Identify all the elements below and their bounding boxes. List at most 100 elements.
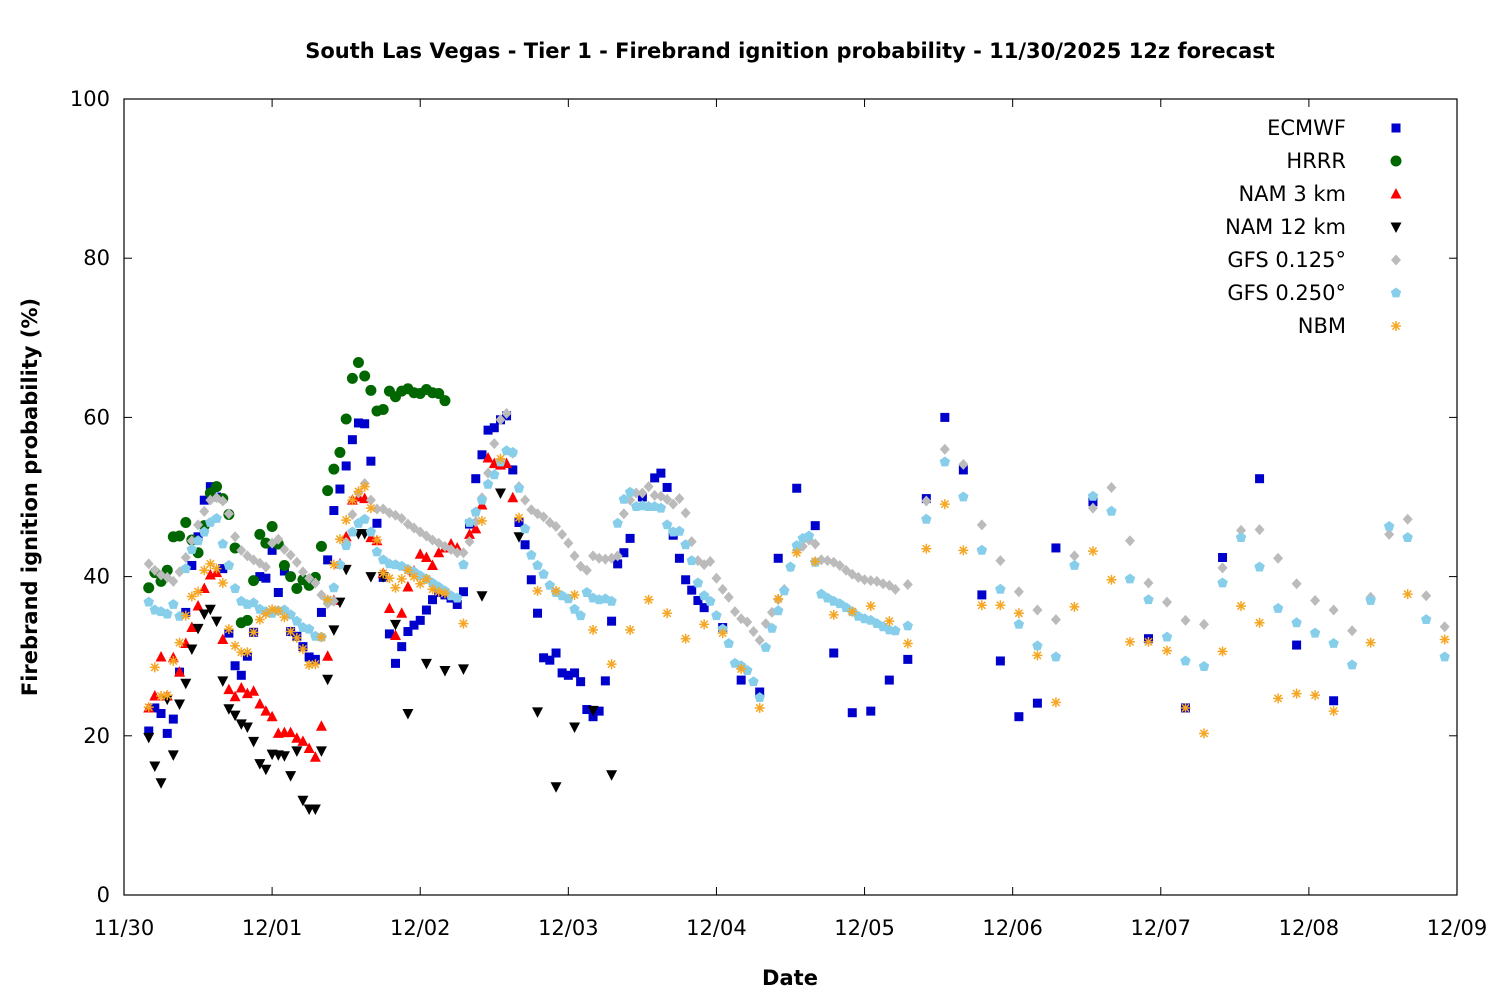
data-point	[420, 658, 432, 670]
legend-marker	[1390, 222, 1402, 233]
data-point	[866, 706, 876, 716]
x-tick-label: 12/08	[1279, 916, 1340, 940]
data-point	[433, 586, 444, 597]
data-point	[1254, 617, 1265, 628]
data-point	[180, 678, 192, 690]
data-point	[409, 620, 419, 630]
data-point	[402, 565, 413, 576]
data-point	[439, 588, 450, 599]
data-point	[193, 586, 204, 597]
data-point	[396, 512, 407, 524]
data-point	[458, 559, 469, 570]
data-point	[192, 535, 204, 546]
data-point	[680, 507, 691, 519]
data-point	[291, 583, 303, 595]
x-tick-label: 12/01	[242, 916, 303, 940]
data-point	[1439, 621, 1450, 633]
data-point	[433, 546, 445, 558]
data-point	[161, 564, 173, 576]
data-point	[674, 493, 685, 505]
data-point	[347, 526, 358, 537]
data-point	[168, 599, 179, 609]
data-point	[1050, 651, 1062, 662]
data-point	[211, 513, 222, 523]
data-point	[1421, 614, 1432, 624]
data-point	[180, 610, 191, 621]
data-point	[359, 513, 370, 524]
data-point	[569, 722, 581, 734]
data-point	[1365, 637, 1376, 648]
data-point	[402, 709, 414, 720]
data-point	[315, 540, 327, 552]
data-point	[236, 544, 247, 556]
data-point	[489, 469, 500, 480]
data-point	[625, 624, 636, 635]
data-point	[533, 608, 543, 618]
legend-marker	[1391, 123, 1401, 133]
data-point	[260, 764, 272, 776]
data-point	[902, 579, 913, 591]
data-point	[803, 530, 815, 541]
data-point	[316, 632, 327, 643]
data-point	[680, 633, 691, 644]
data-point	[656, 468, 666, 478]
data-point	[674, 553, 684, 563]
data-point	[360, 419, 370, 429]
data-point	[476, 494, 488, 505]
data-point	[415, 578, 426, 589]
data-point	[1013, 608, 1024, 619]
data-point	[180, 551, 191, 563]
x-tick-label: 12/07	[1131, 916, 1192, 940]
data-point	[346, 372, 358, 384]
data-point	[1236, 601, 1247, 612]
data-point	[322, 594, 333, 605]
data-point	[236, 670, 246, 680]
data-point	[309, 571, 321, 583]
data-point	[254, 528, 266, 540]
x-tick-label: 12/03	[538, 916, 599, 940]
data-point	[588, 712, 598, 722]
data-point	[1291, 617, 1302, 628]
data-point	[1365, 595, 1376, 605]
data-point	[458, 587, 468, 597]
data-point	[279, 544, 290, 556]
data-point	[303, 742, 315, 754]
data-point	[637, 487, 648, 499]
data-point	[655, 502, 667, 513]
data-point	[353, 486, 364, 497]
data-point	[939, 443, 950, 455]
data-point	[192, 623, 204, 635]
data-point	[847, 606, 858, 617]
data-point	[618, 508, 629, 520]
data-point	[285, 626, 296, 637]
data-point	[396, 573, 407, 584]
legend: ECMWF HRRR NAM 3 km NAM 12 km GFS 0.125° GFS …	[1225, 116, 1402, 338]
data-point	[248, 627, 259, 638]
data-point	[241, 722, 253, 734]
data-point	[198, 582, 210, 594]
data-point	[1013, 586, 1024, 598]
data-point	[520, 494, 531, 506]
data-point	[550, 782, 562, 793]
data-point	[297, 566, 308, 578]
data-point	[315, 746, 327, 757]
data-point	[532, 585, 543, 596]
data-point	[254, 759, 266, 770]
data-point	[439, 395, 451, 407]
data-point	[334, 446, 346, 458]
data-point	[494, 488, 506, 500]
data-point	[649, 489, 660, 501]
data-point	[773, 593, 784, 604]
data-point	[1106, 481, 1117, 493]
data-point	[687, 585, 697, 595]
data-point	[167, 750, 179, 761]
data-point	[865, 575, 876, 587]
data-point	[279, 612, 290, 623]
data-point	[551, 648, 561, 658]
data-point	[341, 461, 351, 471]
data-point	[618, 493, 630, 504]
data-point	[1346, 659, 1358, 670]
data-point	[156, 691, 167, 701]
data-point	[921, 543, 932, 554]
data-point	[977, 590, 987, 600]
